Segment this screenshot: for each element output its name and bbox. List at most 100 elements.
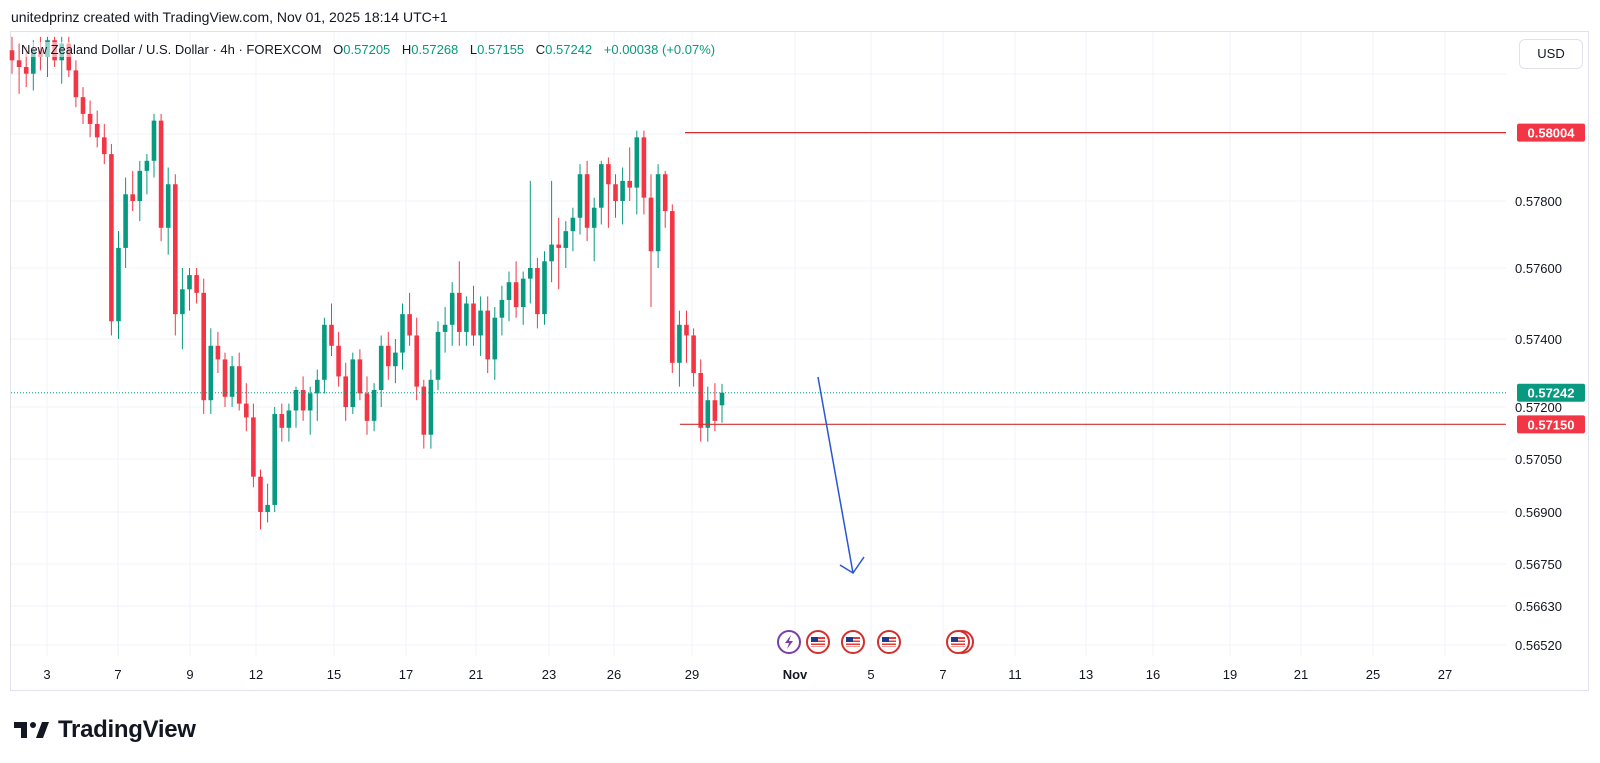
candle-up[interactable] (506, 271, 512, 322)
candle-down[interactable] (329, 303, 334, 357)
candle-down[interactable] (641, 130, 647, 215)
candle-up[interactable] (464, 296, 469, 346)
candle-up[interactable] (677, 310, 682, 387)
candle-down[interactable] (251, 403, 256, 488)
down-arrow-head[interactable] (839, 556, 865, 575)
candle-down[interactable] (364, 376, 370, 435)
tradingview-logo[interactable]: TradingView (14, 716, 196, 744)
candle-up[interactable] (315, 369, 320, 421)
candle-down[interactable] (684, 310, 689, 363)
candle-up[interactable] (655, 164, 661, 268)
symbol-legend[interactable]: New Zealand Dollar / U.S. Dollar · 4h · … (21, 42, 716, 57)
candle-up[interactable] (378, 335, 384, 407)
candle-up[interactable] (570, 207, 576, 252)
candle-up[interactable] (563, 221, 569, 268)
candle-up[interactable] (116, 231, 121, 339)
candle-down[interactable] (158, 113, 164, 242)
candle-up[interactable] (371, 383, 377, 432)
candle-down[interactable] (535, 257, 540, 329)
candle-down[interactable] (407, 292, 412, 346)
candle-down[interactable] (73, 60, 79, 108)
candle-down[interactable] (357, 349, 363, 401)
candle-down[interactable] (258, 469, 263, 530)
candle-up[interactable] (620, 167, 625, 225)
candle-up[interactable] (322, 317, 327, 394)
candle-up[interactable] (123, 177, 128, 268)
candle-up[interactable] (528, 180, 533, 304)
candle-down[interactable] (414, 317, 419, 401)
candle-down[interactable] (613, 174, 618, 218)
candle-down[interactable] (343, 362, 348, 421)
candle-up[interactable] (180, 268, 185, 350)
candle-up[interactable] (208, 328, 214, 414)
candle-down[interactable] (386, 331, 391, 380)
candle-up[interactable] (428, 369, 434, 449)
candle-down[interactable] (279, 403, 285, 442)
candle-down[interactable] (80, 87, 86, 124)
candle-up[interactable] (187, 268, 192, 311)
candle-down[interactable] (87, 100, 93, 138)
candle-up[interactable] (542, 251, 547, 325)
candle-down[interactable] (194, 268, 199, 304)
candle-up[interactable] (137, 160, 143, 222)
candle-down[interactable] (471, 285, 476, 346)
candle-down[interactable] (9, 36, 15, 74)
candle-down[interactable] (300, 376, 306, 421)
currency-button[interactable]: USD (1519, 39, 1583, 69)
candle-up[interactable] (719, 383, 725, 423)
candle-down[interactable] (94, 110, 100, 148)
us-flag-event-icon[interactable] (806, 630, 830, 654)
candle-down[interactable] (606, 157, 611, 228)
candle-up[interactable] (151, 113, 157, 178)
candle-down[interactable] (556, 217, 561, 290)
candle-down[interactable] (201, 278, 206, 414)
candle-up[interactable] (634, 130, 640, 215)
candle-down[interactable] (130, 170, 135, 212)
candle-down[interactable] (513, 261, 519, 318)
candle-down[interactable] (215, 331, 221, 373)
candle-down[interactable] (236, 352, 242, 411)
candle-up[interactable] (442, 307, 448, 353)
candle-up[interactable] (165, 167, 171, 255)
candle-down[interactable] (336, 331, 341, 387)
candle-up[interactable] (520, 271, 526, 325)
candle-down[interactable] (712, 383, 718, 432)
candle-down[interactable] (670, 204, 675, 373)
price-chart[interactable]: 0.57800 0.57600 0.57400 0.57200 0.57050 0.569… (0, 0, 1600, 700)
us-flag-event-icon[interactable] (877, 630, 901, 654)
candle-down[interactable] (691, 328, 696, 387)
us-flag-double-event-icon[interactable] (946, 630, 974, 654)
down-arrow-shaft[interactable] (817, 376, 854, 574)
candle-up[interactable] (350, 352, 356, 414)
candle-down[interactable] (584, 160, 590, 242)
candle-up[interactable] (478, 296, 483, 356)
lightning-event-icon[interactable] (777, 630, 801, 654)
candle-down[interactable] (102, 123, 107, 165)
us-flag-event-icon[interactable] (841, 630, 865, 654)
candle-down[interactable] (173, 174, 178, 336)
candle-down[interactable] (244, 383, 249, 432)
candle-up[interactable] (492, 307, 498, 380)
candle-up[interactable] (307, 386, 313, 435)
candle-up[interactable] (499, 285, 505, 336)
symbol-title[interactable]: New Zealand Dollar / U.S. Dollar · 4h · … (21, 42, 322, 57)
candle-down[interactable] (698, 359, 703, 442)
candle-up[interactable] (286, 403, 292, 442)
candle-down[interactable] (109, 144, 114, 336)
candle-up[interactable] (705, 386, 711, 442)
candle-down[interactable] (662, 170, 668, 228)
candle-down[interactable] (485, 296, 490, 373)
candle-up[interactable] (577, 164, 583, 235)
candle-up[interactable] (293, 386, 299, 428)
candle-up[interactable] (393, 339, 398, 384)
candle-up[interactable] (549, 180, 554, 283)
candle-down[interactable] (16, 43, 22, 94)
candle-up[interactable] (400, 303, 405, 370)
candle-down[interactable] (648, 174, 654, 308)
candle-up[interactable] (272, 407, 277, 512)
candle-down[interactable] (457, 261, 462, 346)
candle-up[interactable] (599, 160, 604, 225)
candle-down[interactable] (421, 379, 427, 449)
candle-up[interactable] (591, 197, 597, 262)
candle-up[interactable] (265, 483, 270, 523)
